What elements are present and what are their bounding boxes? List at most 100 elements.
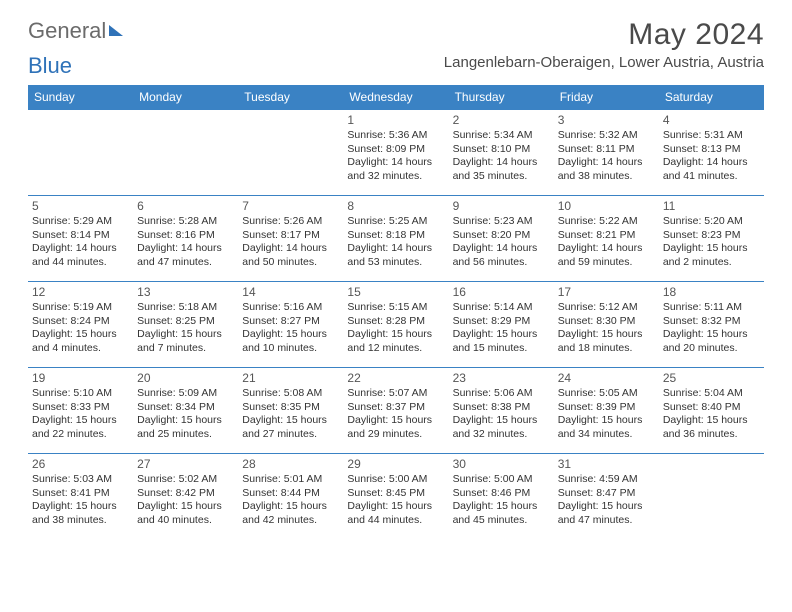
day-number: 11: [663, 199, 760, 213]
calendar-table: SundayMondayTuesdayWednesdayThursdayFrid…: [28, 85, 764, 540]
day-info: Sunrise: 5:22 AMSunset: 8:21 PMDaylight:…: [558, 215, 655, 270]
day-cell-31: 31Sunrise: 4:59 AMSunset: 8:47 PMDayligh…: [554, 454, 659, 540]
day-cell-4: 4 Sunrise: 5:31 AMSunset: 8:13 PMDaylight…: [659, 110, 764, 196]
day-cell-20: 20 Sunrise: 5:09 AMSunset: 8:34 PMDayligh…: [133, 368, 238, 454]
day-cell-2: 2Sunrise: 5:34 AMSunset: 8:10 PMDaylight…: [449, 110, 554, 196]
day-number: 28: [242, 457, 339, 471]
day-number: 31: [558, 457, 655, 471]
day-number: 25: [663, 371, 760, 385]
day-info: Sunrise: 5:03 AMSunset: 8:41 PMDaylight:…: [32, 473, 129, 528]
day-info: Sunrise: 5:02 AMSunset: 8:42 PMDaylight:…: [137, 473, 234, 528]
day-info: Sunrise: 5:15 AMSunset: 8:28 PMDaylight:…: [347, 301, 444, 356]
dayname-wednesday: Wednesday: [343, 85, 448, 110]
logo-text-blue: Blue: [28, 53, 72, 78]
day-cell-27: 27 Sunrise: 5:02 AMSunset: 8:42 PMDayligh…: [133, 454, 238, 540]
day-cell-17: 17 Sunrise: 5:12 AMSunset: 8:30 PMDayligh…: [554, 282, 659, 368]
day-info: Sunrise: 5:11 AMSunset: 8:32 PMDaylight:…: [663, 301, 760, 356]
day-info: Sunrise: 5:31 AMSunset: 8:13 PMDaylight:…: [663, 129, 760, 184]
day-number: 1: [347, 113, 444, 127]
day-info: Sunrise: 5:29 AMSunset: 8:14 PMDaylight:…: [32, 215, 129, 270]
dayname-tuesday: Tuesday: [238, 85, 343, 110]
day-cell-18: 18 Sunrise: 5:11 AMSunset: 8:32 PMDayligh…: [659, 282, 764, 368]
day-cell-30: 30Sunrise: 5:00 AMSunset: 8:46 PMDayligh…: [449, 454, 554, 540]
day-cell-5: 5Sunrise: 5:29 AMSunset: 8:14 PMDaylight…: [28, 196, 133, 282]
logo-text-general: General: [28, 18, 106, 44]
day-info: Sunrise: 5:08 AMSunset: 8:35 PMDaylight:…: [242, 387, 339, 442]
dayname-sunday: Sunday: [28, 85, 133, 110]
calendar-row: 5Sunrise: 5:29 AMSunset: 8:14 PMDaylight…: [28, 196, 764, 282]
day-info: Sunrise: 5:20 AMSunset: 8:23 PMDaylight:…: [663, 215, 760, 270]
day-number: 16: [453, 285, 550, 299]
title-block: May 2024 Langenlebarn-Oberaigen, Lower A…: [444, 18, 764, 71]
day-info: Sunrise: 5:25 AMSunset: 8:18 PMDaylight:…: [347, 215, 444, 270]
day-number: 14: [242, 285, 339, 299]
day-number: 18: [663, 285, 760, 299]
day-info: Sunrise: 5:00 AMSunset: 8:46 PMDaylight:…: [453, 473, 550, 528]
day-number: 12: [32, 285, 129, 299]
day-cell-11: 11 Sunrise: 5:20 AMSunset: 8:23 PMDayligh…: [659, 196, 764, 282]
day-cell-25: 25Sunrise: 5:04 AMSunset: 8:40 PMDayligh…: [659, 368, 764, 454]
empty-cell: [659, 454, 764, 540]
day-number: 7: [242, 199, 339, 213]
day-info: Sunrise: 5:32 AMSunset: 8:11 PMDaylight:…: [558, 129, 655, 184]
day-cell-7: 7 Sunrise: 5:26 AMSunset: 8:17 PMDaylight…: [238, 196, 343, 282]
day-number: 27: [137, 457, 234, 471]
dayname-saturday: Saturday: [659, 85, 764, 110]
day-number: 19: [32, 371, 129, 385]
day-info: Sunrise: 5:18 AMSunset: 8:25 PMDaylight:…: [137, 301, 234, 356]
day-cell-28: 28 Sunrise: 5:01 AMSunset: 8:44 PMDayligh…: [238, 454, 343, 540]
empty-cell: [28, 110, 133, 196]
day-cell-12: 12Sunrise: 5:19 AMSunset: 8:24 PMDayligh…: [28, 282, 133, 368]
day-cell-9: 9 Sunrise: 5:23 AMSunset: 8:20 PMDaylight…: [449, 196, 554, 282]
day-number: 9: [453, 199, 550, 213]
day-number: 22: [347, 371, 444, 385]
day-cell-29: 29 Sunrise: 5:00 AMSunset: 8:45 PMDayligh…: [343, 454, 448, 540]
day-number: 3: [558, 113, 655, 127]
calendar-header-row: SundayMondayTuesdayWednesdayThursdayFrid…: [28, 85, 764, 110]
calendar-row: 12Sunrise: 5:19 AMSunset: 8:24 PMDayligh…: [28, 282, 764, 368]
day-number: 17: [558, 285, 655, 299]
day-cell-24: 24Sunrise: 5:05 AMSunset: 8:39 PMDayligh…: [554, 368, 659, 454]
day-cell-16: 16 Sunrise: 5:14 AMSunset: 8:29 PMDayligh…: [449, 282, 554, 368]
day-info: Sunrise: 5:26 AMSunset: 8:17 PMDaylight:…: [242, 215, 339, 270]
day-info: Sunrise: 5:16 AMSunset: 8:27 PMDaylight:…: [242, 301, 339, 356]
calendar-row: 26 Sunrise: 5:03 AMSunset: 8:41 PMDayligh…: [28, 454, 764, 540]
day-cell-14: 14 Sunrise: 5:16 AMSunset: 8:27 PMDayligh…: [238, 282, 343, 368]
day-number: 15: [347, 285, 444, 299]
day-cell-3: 3 Sunrise: 5:32 AMSunset: 8:11 PMDaylight…: [554, 110, 659, 196]
day-number: 2: [453, 113, 550, 127]
day-number: 6: [137, 199, 234, 213]
day-info: Sunrise: 5:23 AMSunset: 8:20 PMDaylight:…: [453, 215, 550, 270]
calendar-row: 1 Sunrise: 5:36 AMSunset: 8:09 PMDaylight…: [28, 110, 764, 196]
day-info: Sunrise: 5:00 AMSunset: 8:45 PMDaylight:…: [347, 473, 444, 528]
calendar-body: 1 Sunrise: 5:36 AMSunset: 8:09 PMDaylight…: [28, 110, 764, 540]
day-number: 26: [32, 457, 129, 471]
day-number: 8: [347, 199, 444, 213]
empty-cell: [133, 110, 238, 196]
logo-triangle-icon: [109, 25, 123, 36]
day-cell-10: 10Sunrise: 5:22 AMSunset: 8:21 PMDayligh…: [554, 196, 659, 282]
day-number: 24: [558, 371, 655, 385]
dayname-monday: Monday: [133, 85, 238, 110]
day-info: Sunrise: 5:12 AMSunset: 8:30 PMDaylight:…: [558, 301, 655, 356]
day-cell-13: 13 Sunrise: 5:18 AMSunset: 8:25 PMDayligh…: [133, 282, 238, 368]
day-info: Sunrise: 5:01 AMSunset: 8:44 PMDaylight:…: [242, 473, 339, 528]
day-number: 29: [347, 457, 444, 471]
day-number: 21: [242, 371, 339, 385]
day-number: 13: [137, 285, 234, 299]
day-number: 20: [137, 371, 234, 385]
day-info: Sunrise: 5:06 AMSunset: 8:38 PMDaylight:…: [453, 387, 550, 442]
dayname-friday: Friday: [554, 85, 659, 110]
day-info: Sunrise: 5:28 AMSunset: 8:16 PMDaylight:…: [137, 215, 234, 270]
day-number: 23: [453, 371, 550, 385]
day-number: 4: [663, 113, 760, 127]
day-info: Sunrise: 5:14 AMSunset: 8:29 PMDaylight:…: [453, 301, 550, 356]
day-info: Sunrise: 5:09 AMSunset: 8:34 PMDaylight:…: [137, 387, 234, 442]
logo: General: [28, 18, 123, 44]
day-cell-1: 1 Sunrise: 5:36 AMSunset: 8:09 PMDaylight…: [343, 110, 448, 196]
location-text: Langenlebarn-Oberaigen, Lower Austria, A…: [444, 54, 764, 71]
day-info: Sunrise: 5:36 AMSunset: 8:09 PMDaylight:…: [347, 129, 444, 184]
day-cell-26: 26 Sunrise: 5:03 AMSunset: 8:41 PMDayligh…: [28, 454, 133, 540]
day-cell-19: 19Sunrise: 5:10 AMSunset: 8:33 PMDayligh…: [28, 368, 133, 454]
dayname-thursday: Thursday: [449, 85, 554, 110]
